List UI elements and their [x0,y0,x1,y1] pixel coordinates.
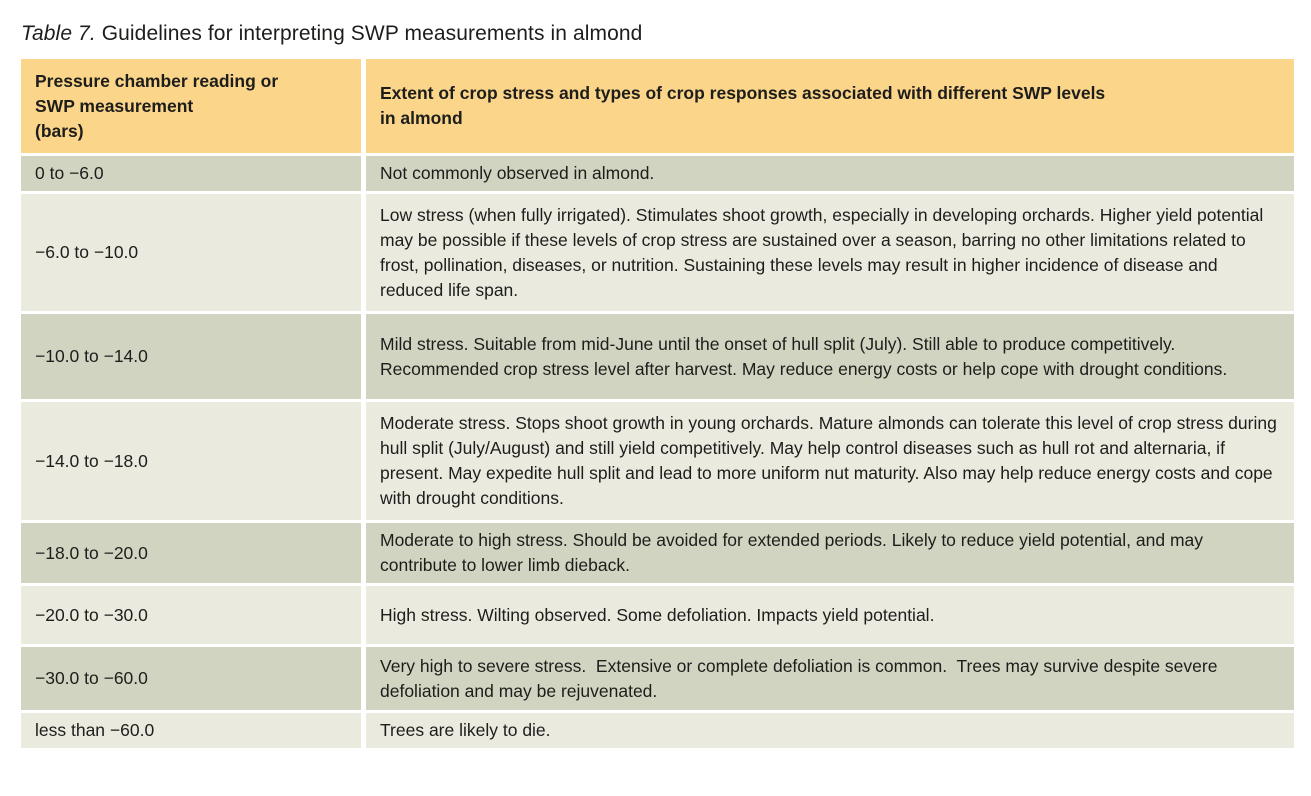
description-cell: Not commonly observed in almond. [361,153,1294,191]
document-page: Table 7. Guidelines for interpreting SWP… [0,22,1311,796]
table-row: −14.0 to −18.0 Moderate stress. Stops sh… [21,399,1294,520]
table-row: 0 to −6.0 Not commonly observed in almon… [21,153,1294,191]
description-cell: High stress. Wilting observed. Some defo… [361,583,1294,644]
range-cell: −20.0 to −30.0 [21,583,361,644]
table-caption-text: Guidelines for interpreting SWP measurem… [95,22,643,45]
range-cell: −14.0 to −18.0 [21,399,361,520]
table-row: −30.0 to −60.0 Very high to severe stres… [21,644,1294,710]
table-row: −6.0 to −10.0 Low stress (when fully irr… [21,191,1294,311]
range-cell: −18.0 to −20.0 [21,520,361,583]
description-cell: Very high to severe stress. Extensive or… [361,644,1294,710]
description-cell: Low stress (when fully irrigated). Stimu… [361,191,1294,311]
table-row: less than −60.0 Trees are likely to die. [21,710,1294,748]
description-cell: Trees are likely to die. [361,710,1294,748]
description-cell: Moderate to high stress. Should be avoid… [361,520,1294,583]
range-cell: less than −60.0 [21,710,361,748]
table-row: −18.0 to −20.0 Moderate to high stress. … [21,520,1294,583]
table-row: −20.0 to −30.0 High stress. Wilting obse… [21,583,1294,644]
column-header-swp-measurement: Pressure chamber reading or SWP measurem… [21,59,361,153]
table-caption: Table 7. Guidelines for interpreting SWP… [21,22,1311,46]
description-cell: Moderate stress. Stops shoot growth in y… [361,399,1294,520]
range-cell: −30.0 to −60.0 [21,644,361,710]
description-cell: Mild stress. Suitable from mid-June unti… [361,311,1294,399]
swp-guidelines-table: Pressure chamber reading or SWP measurem… [21,59,1294,748]
column-header-crop-stress: Extent of crop stress and types of crop … [361,59,1294,153]
range-cell: 0 to −6.0 [21,153,361,191]
table-header-row: Pressure chamber reading or SWP measurem… [21,59,1294,153]
range-cell: −6.0 to −10.0 [21,191,361,311]
table-row: −10.0 to −14.0 Mild stress. Suitable fro… [21,311,1294,399]
table-caption-number: Table 7. [21,22,96,45]
range-cell: −10.0 to −14.0 [21,311,361,399]
